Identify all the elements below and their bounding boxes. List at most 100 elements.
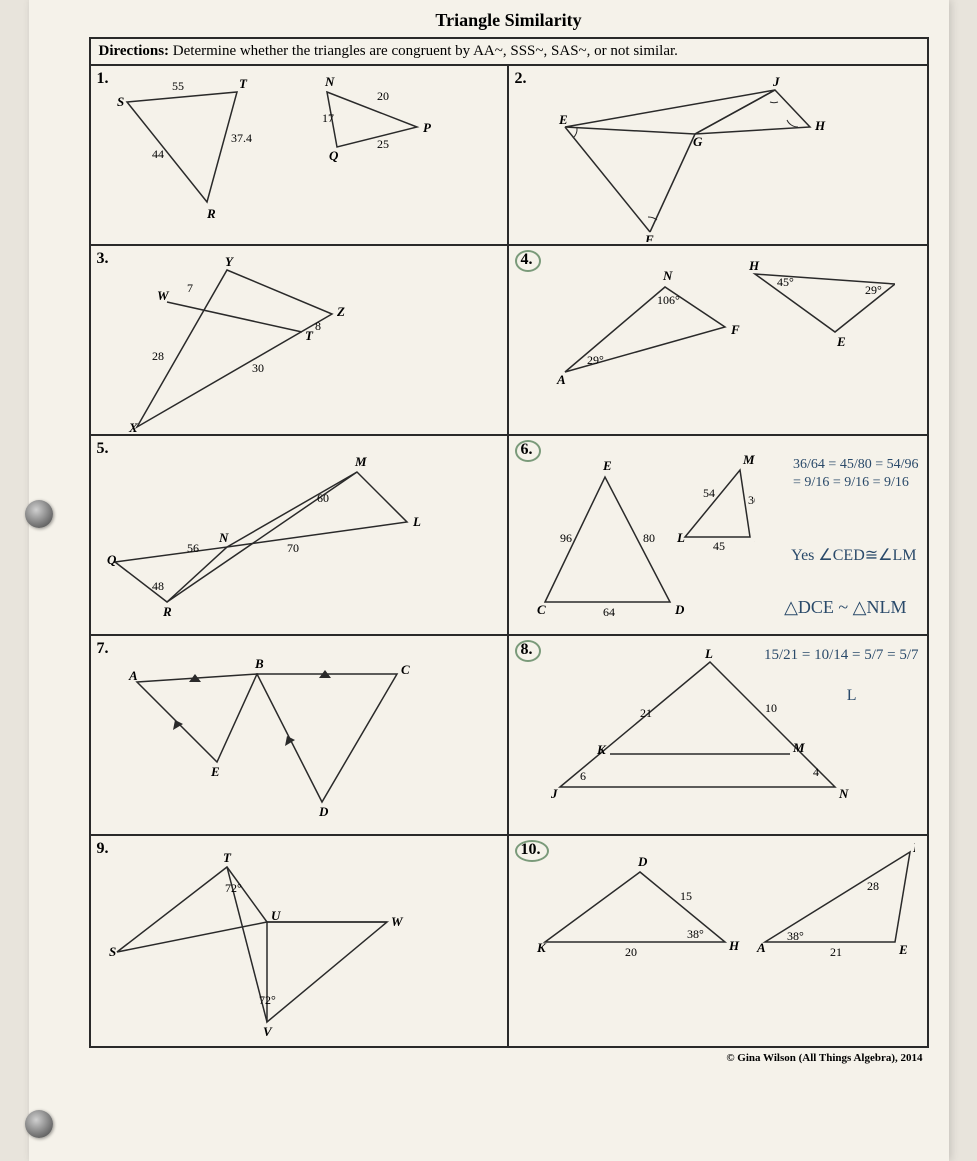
svg-text:25: 25: [377, 137, 389, 151]
svg-text:28: 28: [867, 879, 879, 893]
problem-2: 2. EJH GF: [509, 66, 927, 246]
svg-text:A: A: [128, 668, 138, 683]
svg-text:F: F: [730, 322, 740, 337]
svg-text:21: 21: [640, 706, 652, 720]
problem-6: 6. CED 968064 LMN 543645 36/64 = 45/80 =…: [509, 436, 927, 636]
page-title: Triangle Similarity: [89, 10, 929, 31]
svg-text:N: N: [754, 533, 755, 545]
svg-text:B: B: [254, 656, 264, 671]
svg-text:45: 45: [713, 539, 725, 553]
svg-text:72°: 72°: [259, 993, 276, 1007]
svg-text:E: E: [602, 458, 612, 473]
svg-text:96: 96: [560, 531, 572, 545]
student-work-8: 15/21 = 10/14 = 5/7 = 5/7: [764, 646, 919, 666]
svg-text:C: C: [401, 662, 410, 677]
svg-text:D: D: [318, 804, 329, 819]
svg-text:W: W: [157, 288, 170, 303]
svg-text:L: L: [704, 646, 713, 661]
svg-text:106°: 106°: [657, 293, 680, 307]
diagram-7: A B C E D: [97, 642, 477, 832]
svg-text:Y: Y: [225, 254, 234, 269]
svg-text:C: C: [537, 602, 546, 617]
svg-text:P: P: [423, 120, 432, 135]
svg-text:55: 55: [172, 79, 184, 93]
svg-text:N: N: [838, 786, 849, 801]
diagram-10: KDH 152038° ABE 282138°: [515, 842, 915, 1042]
problem-number: 8.: [515, 640, 541, 662]
student-answer-6b: △DCE ~ △NLM: [784, 596, 906, 619]
svg-text:V: V: [263, 1024, 273, 1039]
svg-text:L: L: [412, 514, 421, 529]
svg-text:R: R: [162, 604, 172, 619]
svg-text:20: 20: [625, 945, 637, 959]
diagram-4: ANF 29°106° HSE 45°29°: [515, 252, 895, 432]
svg-text:37.4: 37.4: [231, 131, 252, 145]
svg-text:H: H: [748, 258, 760, 273]
svg-text:20: 20: [377, 89, 389, 103]
svg-text:70: 70: [287, 541, 299, 555]
svg-text:56: 56: [187, 541, 199, 555]
svg-text:D: D: [674, 602, 685, 617]
svg-text:K: K: [536, 940, 547, 955]
svg-text:E: E: [558, 112, 568, 127]
svg-text:Q: Q: [329, 148, 339, 163]
svg-text:30: 30: [252, 361, 264, 375]
svg-text:10: 10: [765, 701, 777, 715]
svg-text:A: A: [556, 372, 566, 387]
directions-text: Determine whether the triangles are cong…: [169, 43, 678, 59]
problem-number: 10.: [515, 840, 549, 862]
diagram-8: L J N K M 21 10 6 4: [515, 642, 895, 832]
worksheet-page: Triangle Similarity Directions: Determin…: [29, 0, 949, 1161]
svg-text:29°: 29°: [587, 353, 604, 367]
svg-text:E: E: [898, 942, 908, 957]
directions: Directions: Determine whether the triang…: [89, 37, 929, 64]
problem-number: 3.: [97, 250, 109, 268]
svg-text:R: R: [206, 206, 216, 221]
svg-text:21: 21: [830, 945, 842, 959]
svg-text:29°: 29°: [865, 283, 882, 297]
svg-text:T: T: [223, 850, 232, 865]
svg-text:N: N: [662, 268, 673, 283]
problem-7: 7. A B C E D: [91, 636, 509, 836]
svg-text:8: 8: [315, 319, 321, 333]
svg-text:E: E: [210, 764, 220, 779]
copyright-footer: © Gina Wilson (All Things Algebra), 2014: [89, 1048, 929, 1064]
problem-10: 10. KDH 152038° ABE 282138°: [509, 836, 927, 1046]
problem-number: 1.: [97, 70, 109, 88]
svg-text:D: D: [637, 854, 648, 869]
problem-grid: 1. STR 5537.444 NPQ 202517 2. EJH: [89, 64, 929, 1048]
problem-number: 5.: [97, 440, 109, 458]
svg-text:U: U: [271, 908, 281, 923]
svg-text:A: A: [756, 940, 766, 955]
svg-text:48: 48: [152, 579, 164, 593]
directions-label: Directions:: [99, 43, 170, 59]
svg-text:Q: Q: [107, 552, 117, 567]
svg-text:4: 4: [813, 765, 819, 779]
svg-text:S: S: [117, 94, 124, 109]
svg-text:6: 6: [580, 769, 586, 783]
svg-text:15: 15: [680, 889, 692, 903]
svg-text:L: L: [676, 530, 685, 545]
svg-text:M: M: [742, 452, 755, 467]
svg-text:N: N: [324, 74, 335, 89]
svg-text:Z: Z: [336, 304, 345, 319]
diagram-5: QRN ML 4856 7060: [97, 442, 477, 632]
student-answer-6a: Yes ∠CED≅∠LM: [791, 546, 916, 567]
diagram-9: STU WV 72°72°: [97, 842, 477, 1042]
svg-text:M: M: [792, 740, 805, 755]
svg-text:80: 80: [643, 531, 655, 545]
diagram-2: EJH GF: [515, 72, 895, 242]
problem-8: 8. L J N K M 21 10 6 4 15/21 = 10/14 = 5/7 = …: [509, 636, 927, 836]
svg-text:45°: 45°: [777, 275, 794, 289]
student-answer-8: L: [847, 686, 857, 707]
svg-text:K: K: [596, 742, 607, 757]
svg-text:28: 28: [152, 349, 164, 363]
svg-text:54: 54: [703, 486, 715, 500]
svg-text:J: J: [550, 786, 558, 801]
diagram-1: STR 5537.444 NPQ 202517: [97, 72, 477, 242]
problem-5: 5. QRN ML 4856 7060: [91, 436, 509, 636]
svg-text:64: 64: [603, 605, 615, 619]
svg-text:H: H: [814, 118, 826, 133]
problem-number: 4.: [515, 250, 541, 272]
problem-number: 7.: [97, 640, 109, 658]
